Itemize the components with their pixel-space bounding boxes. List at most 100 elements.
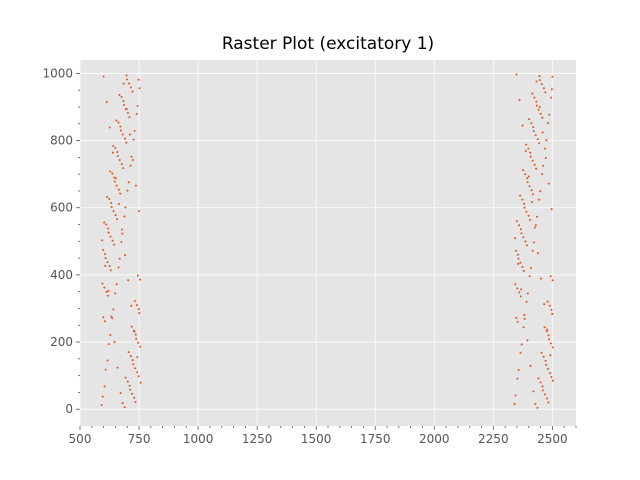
spike-point: [131, 359, 134, 362]
spike-point: [117, 188, 120, 191]
spike-point: [517, 257, 520, 260]
spike-point: [113, 243, 116, 246]
spike-point: [124, 206, 127, 209]
spike-point: [128, 384, 131, 387]
y-tick-label: 1000: [42, 66, 73, 80]
spike-point: [528, 275, 531, 278]
spike-point: [515, 316, 518, 319]
x-tick-label: 2500: [537, 432, 568, 446]
spike-point: [138, 278, 141, 281]
spike-point: [550, 375, 553, 378]
spike-point: [126, 380, 129, 383]
spike-point: [111, 151, 114, 154]
spike-point: [135, 304, 138, 307]
spike-point: [529, 151, 532, 154]
spike-point: [127, 279, 130, 282]
spike-point: [114, 214, 117, 217]
spike-point: [136, 274, 139, 277]
spike-point: [536, 215, 539, 218]
spike-point: [526, 181, 529, 184]
spike-point: [551, 379, 554, 382]
spike-point: [106, 359, 109, 362]
spike-point: [126, 189, 129, 192]
spike-point: [130, 86, 133, 89]
spike-point: [532, 126, 535, 129]
axes: 500 750 1000 1250 1500 1750 2000 2250 2500 0 200 40…: [42, 66, 577, 446]
spike-point: [132, 329, 135, 332]
spike-point: [548, 113, 551, 116]
spike-point: [136, 371, 139, 374]
x-tick-label: 2000: [419, 432, 450, 446]
spike-point: [121, 402, 124, 405]
spike-point: [527, 147, 530, 150]
spike-point: [532, 193, 535, 196]
spike-point: [526, 292, 529, 295]
spike-point: [516, 320, 519, 323]
spike-point: [119, 129, 122, 132]
spike-point: [546, 328, 549, 331]
spike-point: [540, 277, 543, 280]
spike-point: [118, 93, 121, 96]
spike-point: [551, 346, 554, 349]
spike-point: [538, 106, 541, 109]
spike-point: [127, 351, 130, 354]
spike-point: [111, 172, 114, 175]
spike-point: [535, 104, 538, 107]
spike-point: [132, 363, 135, 366]
spike-point: [120, 95, 123, 98]
spike-point: [518, 98, 521, 101]
spike-point: [132, 138, 135, 141]
spike-point: [139, 345, 142, 348]
spike-point: [522, 169, 525, 172]
spike-point: [515, 249, 518, 252]
spike-point: [534, 402, 537, 405]
spike-point: [103, 385, 106, 388]
y-tick-label: 200: [50, 335, 73, 349]
spike-point: [534, 134, 537, 137]
spike-point: [121, 232, 124, 235]
spike-point: [109, 334, 112, 337]
spike-point: [110, 315, 113, 318]
spike-point: [517, 368, 520, 371]
spike-point: [541, 116, 544, 119]
spike-point: [113, 180, 116, 183]
spike-point: [514, 394, 517, 397]
spike-point: [123, 137, 126, 140]
spike-point: [108, 265, 111, 268]
spike-point: [122, 103, 125, 106]
spike-point: [107, 231, 110, 234]
spike-point: [530, 122, 533, 125]
spike-point: [549, 371, 552, 374]
spike-point: [113, 176, 116, 179]
spike-point: [519, 295, 522, 298]
spike-point: [121, 133, 124, 136]
spike-point: [106, 261, 109, 264]
spike-point: [530, 201, 533, 204]
spike-point: [544, 359, 547, 362]
spike-point: [116, 151, 119, 154]
spike-point: [138, 87, 141, 90]
spike-point: [522, 236, 525, 239]
spike-point: [103, 320, 106, 323]
spike-point: [537, 377, 540, 380]
spike-point: [520, 232, 523, 235]
spike-point: [521, 265, 524, 268]
spike-point: [518, 291, 521, 294]
spike-point: [514, 283, 517, 286]
spike-point: [115, 283, 118, 286]
spike-point: [135, 113, 138, 116]
spike-point: [544, 157, 547, 160]
spike-point: [104, 368, 107, 371]
spike-point: [136, 356, 139, 359]
x-tick-label: 750: [128, 432, 151, 446]
spike-point: [117, 266, 120, 269]
spike-point: [126, 78, 129, 81]
spike-point: [545, 397, 548, 400]
spike-point: [134, 400, 137, 403]
spike-point: [117, 203, 120, 206]
spike-point: [542, 87, 545, 90]
spike-point: [131, 159, 134, 162]
spike-point: [540, 351, 543, 354]
spike-point: [104, 257, 107, 260]
